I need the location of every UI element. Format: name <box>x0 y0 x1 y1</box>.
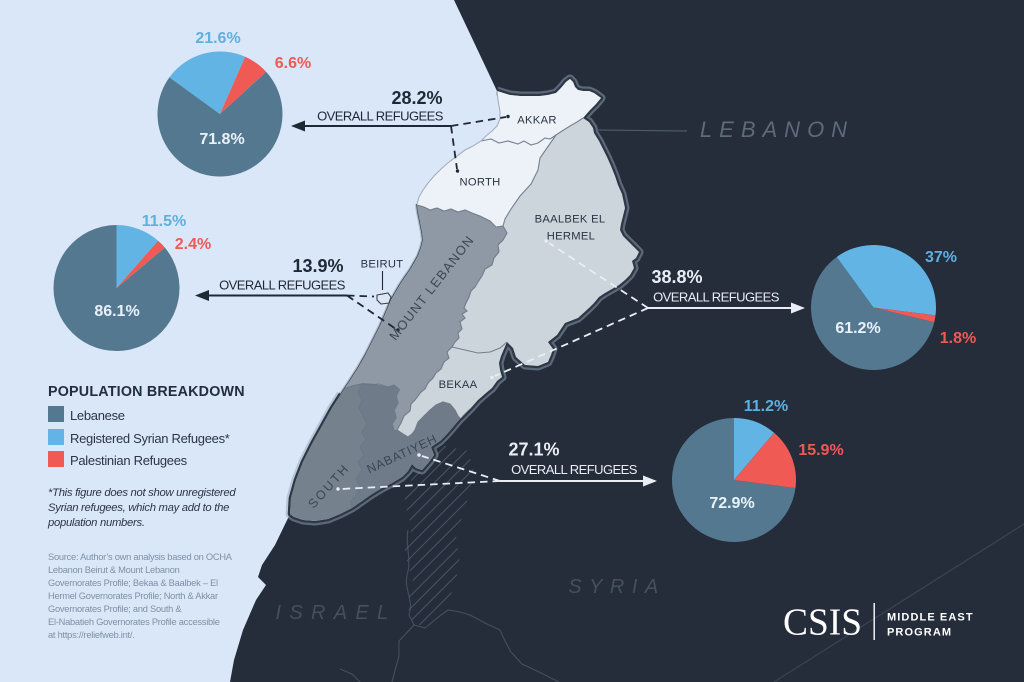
svg-text:LEBANON: LEBANON <box>700 117 854 142</box>
svg-text:61.2%: 61.2% <box>835 320 880 337</box>
svg-text:OVERALL REFUGEES: OVERALL REFUGEES <box>511 462 638 477</box>
svg-text:population numbers.: population numbers. <box>47 517 145 529</box>
svg-text:BEIRUT: BEIRUT <box>361 259 404 271</box>
svg-text:Hermel Governorates Profile; N: Hermel Governorates Profile; North & Akk… <box>48 591 218 601</box>
svg-text:72.9%: 72.9% <box>709 495 754 512</box>
svg-text:15.9%: 15.9% <box>798 442 843 459</box>
svg-text:27.1%: 27.1% <box>508 440 559 460</box>
svg-text:PROGRAM: PROGRAM <box>887 627 952 639</box>
svg-text:Governorates Profile; Bekaa &: Governorates Profile; Bekaa & Baalbek – … <box>48 578 218 588</box>
svg-text:at https://reliefweb.int/.: at https://reliefweb.int/. <box>48 630 135 640</box>
svg-text:Lebanon Beirut & Mount Lebanon: Lebanon Beirut & Mount Lebanon <box>48 565 180 575</box>
svg-text:Governorates Profile; and Sout: Governorates Profile; and South & <box>48 604 182 614</box>
svg-text:MIDDLE EAST: MIDDLE EAST <box>887 612 974 624</box>
svg-text:CSIS: CSIS <box>783 602 862 644</box>
svg-text:Source: Author’s own analysis: Source: Author’s own analysis based on O… <box>48 552 233 562</box>
svg-text:2.4%: 2.4% <box>175 236 211 253</box>
svg-text:POPULATION BREAKDOWN: POPULATION BREAKDOWN <box>48 384 245 400</box>
svg-text:21.6%: 21.6% <box>195 30 240 47</box>
svg-text:11.5%: 11.5% <box>142 213 186 230</box>
svg-text:Lebanese: Lebanese <box>70 408 125 423</box>
svg-text:ISRAEL: ISRAEL <box>276 602 397 624</box>
svg-text:AKKAR: AKKAR <box>517 115 556 127</box>
svg-text:71.8%: 71.8% <box>199 131 244 148</box>
svg-text:SYRIA: SYRIA <box>568 576 666 598</box>
svg-text:Syrian refugees, which may add: Syrian refugees, which may add to the <box>48 502 229 514</box>
svg-text:BAALBEK EL: BAALBEK EL <box>535 214 606 226</box>
svg-text:86.1%: 86.1% <box>94 303 139 320</box>
svg-text:OVERALL REFUGEES: OVERALL REFUGEES <box>219 278 346 293</box>
svg-text:38.8%: 38.8% <box>651 267 702 287</box>
svg-text:28.2%: 28.2% <box>391 88 442 108</box>
svg-text:*This figure does not show unr: *This figure does not show unregistered <box>48 487 236 499</box>
svg-text:HERMEL: HERMEL <box>547 231 595 243</box>
svg-text:37%: 37% <box>925 249 957 266</box>
svg-text:OVERALL REFUGEES: OVERALL REFUGEES <box>317 109 444 124</box>
svg-text:1.8%: 1.8% <box>940 330 976 347</box>
svg-text:11.2%: 11.2% <box>744 398 788 415</box>
svg-text:6.6%: 6.6% <box>275 55 311 72</box>
svg-text:Registered Syrian Refugees*: Registered Syrian Refugees* <box>70 431 230 446</box>
svg-text:BEKAA: BEKAA <box>439 379 478 391</box>
svg-text:13.9%: 13.9% <box>292 256 343 276</box>
svg-text:Palestinian Refugees: Palestinian Refugees <box>70 453 188 468</box>
svg-text:NORTH: NORTH <box>459 177 500 189</box>
svg-text:OVERALL REFUGEES: OVERALL REFUGEES <box>653 290 780 305</box>
svg-text:El-Nabatieh Governorates Profi: El-Nabatieh Governorates Profile accessi… <box>48 617 220 627</box>
